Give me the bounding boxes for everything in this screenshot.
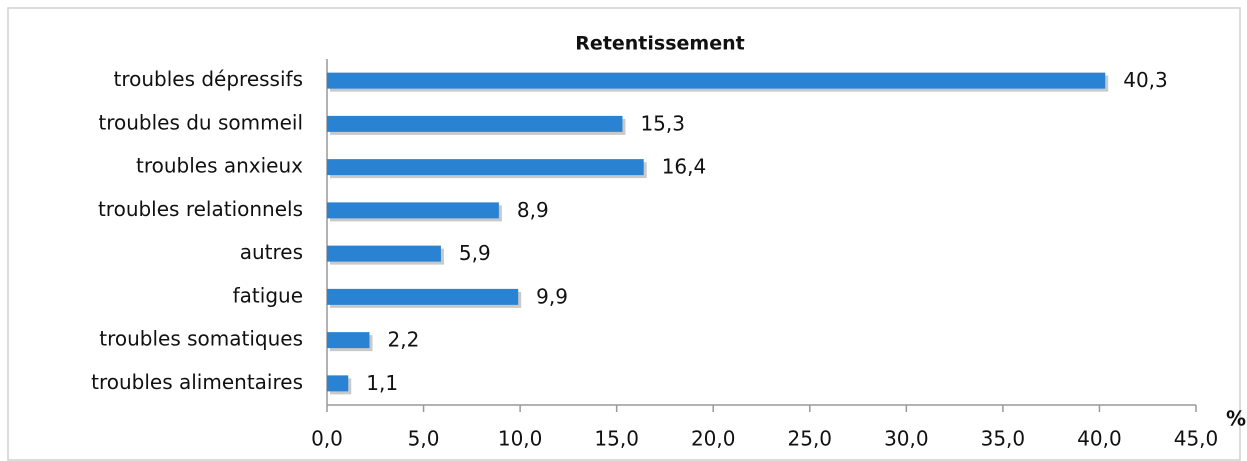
bar — [327, 375, 349, 392]
bar — [327, 159, 644, 176]
value-label: 9,9 — [536, 284, 568, 308]
y-tick-label: troubles somatiques — [99, 327, 303, 351]
y-tick-label: troubles relationnels — [98, 197, 303, 221]
y-tick-label: troubles dépressifs — [113, 67, 303, 91]
y-tick-label: troubles du sommeil — [98, 110, 303, 134]
value-label: 8,9 — [517, 198, 549, 222]
x-tick-label: 10,0 — [498, 427, 543, 451]
value-label: 40,3 — [1123, 68, 1168, 92]
value-label: 1,1 — [366, 371, 398, 395]
bar — [327, 332, 370, 349]
x-tick-label: 30,0 — [884, 427, 929, 451]
value-label: 15,3 — [640, 111, 685, 135]
chart-frame — [7, 7, 1241, 461]
y-tick-label: fatigue — [233, 283, 303, 307]
bar — [327, 72, 1106, 89]
y-tick-label: troubles alimentaires — [91, 370, 303, 394]
value-label: 16,4 — [662, 155, 707, 179]
bar — [327, 115, 623, 132]
x-tick-label: 40,0 — [1077, 427, 1122, 451]
y-tick-label: troubles anxieux — [136, 154, 303, 178]
chart-title: Retentissement — [575, 33, 744, 55]
y-tick-label: autres — [240, 240, 303, 264]
x-tick-label: 25,0 — [788, 427, 833, 451]
x-tick-label: 20,0 — [691, 427, 736, 451]
x-tick-label: 15,0 — [594, 427, 639, 451]
bar — [327, 245, 441, 262]
x-tick-label: 35,0 — [981, 427, 1026, 451]
x-tick-label: 0,0 — [311, 427, 343, 451]
value-label: 2,2 — [387, 328, 419, 352]
value-label: 5,9 — [459, 241, 491, 265]
x-tick-label: 45,0 — [1174, 427, 1219, 451]
x-tick-label: 5,0 — [408, 427, 440, 451]
x-axis-label: % — [1226, 407, 1246, 431]
bar — [327, 202, 499, 219]
bar — [327, 288, 519, 305]
